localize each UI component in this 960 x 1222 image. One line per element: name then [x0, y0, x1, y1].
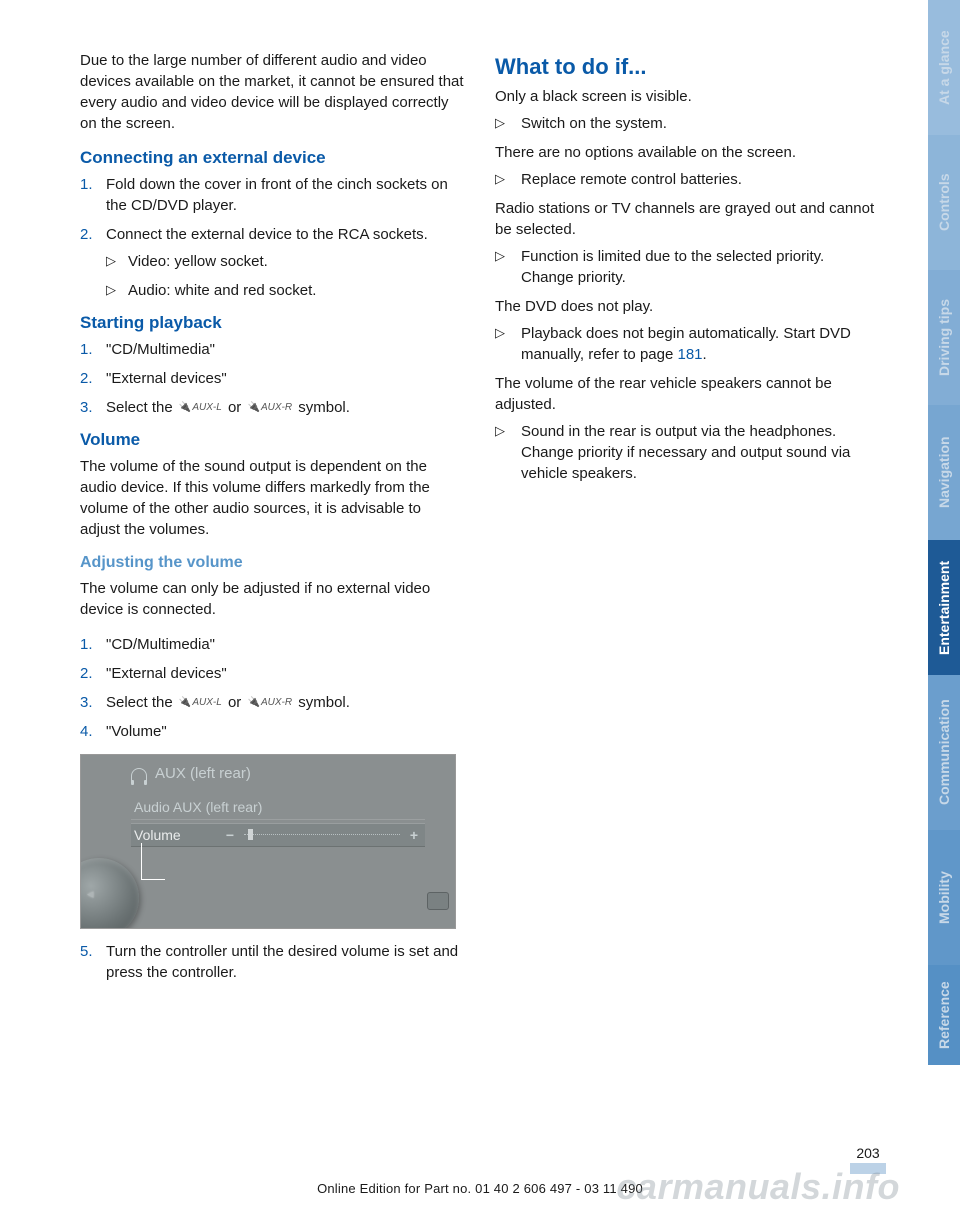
connecting-step-2: Connect the external device to the RCA s… — [80, 224, 465, 301]
sc-header: AUX (left rear) — [131, 765, 251, 782]
sidebar-tab-driving-tips[interactable]: Driving tips — [928, 270, 960, 405]
page-number: 203 — [848, 1145, 888, 1161]
remedy-2: Replace remote control batteries. — [495, 169, 880, 190]
remedy-2-item: Replace remote control batteries. — [495, 169, 880, 190]
sc-dial — [80, 858, 139, 929]
sc-callout-line — [141, 843, 142, 879]
adjusting-step-4: "Volume" — [80, 721, 465, 742]
connecting-list: Fold down the cover in front of the cinc… — [80, 174, 465, 301]
adjusting-list: "CD/Multimedia" "External devices" Selec… — [80, 634, 465, 742]
sc-right-slot — [427, 892, 449, 910]
sc-plus: + — [406, 827, 422, 843]
remedy-1: Switch on the system. — [495, 113, 880, 134]
footer-text: Online Edition for Part no. 01 40 2 606 … — [0, 1181, 960, 1196]
adjusting-step-2: "External devices" — [80, 663, 465, 684]
starting-step-3: Select the AUX-L or AUX-R symbol. — [80, 397, 465, 418]
adjusting-step-1: "CD/Multimedia" — [80, 634, 465, 655]
symptom-4: The DVD does not play. — [495, 296, 880, 317]
intro-paragraph: Due to the large number of different aud… — [80, 50, 465, 134]
headphone-icon — [131, 768, 147, 782]
starting-step-3c: symbol. — [294, 399, 350, 416]
connecting-sublist: Video: yellow socket. Audio: white and r… — [106, 251, 465, 301]
page-link-181[interactable]: 181 — [677, 346, 702, 363]
remedy-3-item: Function is limited due to the selected … — [495, 246, 880, 288]
sidebar-tab-controls[interactable]: Controls — [928, 135, 960, 270]
left-column: Due to the large number of different aud… — [80, 50, 465, 995]
sc-vol-label: Volume — [134, 827, 222, 843]
remedy-3: Function is limited due to the selected … — [495, 246, 880, 288]
adjusting-step-3a: Select the — [106, 694, 177, 711]
remedy-5: Sound in the rear is output via the head… — [495, 421, 880, 484]
remedy-5-item: Sound in the rear is output via the head… — [495, 421, 880, 484]
starting-step-2: "External devices" — [80, 368, 465, 389]
idrive-screenshot: AUX (left rear) Audio AUX (left rear) Vo… — [80, 754, 456, 929]
sub-video: Video: yellow socket. — [106, 251, 465, 272]
page-number-box: 203 — [848, 1145, 888, 1174]
sidebar-tab-mobility[interactable]: Mobility — [928, 830, 960, 965]
starting-step-3b: or — [224, 399, 246, 416]
starting-step-1: "CD/Multimedia" — [80, 339, 465, 360]
sc-track — [244, 834, 400, 836]
volume-body: The volume of the sound output is depend… — [80, 456, 465, 540]
adjusting-step-3c: symbol. — [294, 694, 350, 711]
remedy-4-item: Playback does not begin automatically. S… — [495, 323, 880, 365]
connecting-step-1: Fold down the cover in front of the cinc… — [80, 174, 465, 216]
sidebar-tab-reference[interactable]: Reference — [928, 965, 960, 1065]
symptom-5: The volume of the rear vehicle speakers … — [495, 373, 880, 415]
sidebar-tab-entertainment[interactable]: Entertainment — [928, 540, 960, 675]
content-area: Due to the large number of different aud… — [0, 0, 960, 995]
sc-header-text: AUX (left rear) — [155, 765, 251, 782]
sub-audio: Audio: white and red socket. — [106, 280, 465, 301]
what-to-do-title: What to do if... — [495, 54, 880, 80]
aux-r-icon-2: AUX-R — [247, 696, 292, 710]
page-number-bar — [850, 1163, 886, 1174]
adjusting-list-cont: Turn the controller until the desired vo… — [80, 941, 465, 983]
adjusting-intro: The volume can only be adjusted if no ex… — [80, 578, 465, 620]
aux-l-icon: AUX-L — [179, 401, 222, 415]
starting-step-3a: Select the — [106, 399, 177, 416]
right-column: What to do if... Only a black screen is … — [495, 50, 880, 995]
connecting-step-2-text: Connect the external device to the RCA s… — [106, 226, 428, 243]
sidebar-tab-communication[interactable]: Communication — [928, 675, 960, 830]
remedy-4: Playback does not begin automatically. S… — [495, 323, 880, 365]
sc-sub: Audio AUX (left rear) — [131, 795, 425, 820]
symptom-3: Radio stations or TV channels are grayed… — [495, 198, 880, 240]
connecting-title: Connecting an external device — [80, 148, 465, 168]
adjusting-step-3b: or — [224, 694, 246, 711]
aux-l-icon-2: AUX-L — [179, 696, 222, 710]
sc-minus: − — [222, 827, 238, 843]
sidebar-tab-navigation[interactable]: Navigation — [928, 405, 960, 540]
remedy-4c: . — [703, 346, 707, 363]
adjusting-step-3: Select the AUX-L or AUX-R symbol. — [80, 692, 465, 713]
symptom-1: Only a black screen is visible. — [495, 86, 880, 107]
adjusting-step-5: Turn the controller until the desired vo… — [80, 941, 465, 983]
starting-title: Starting playback — [80, 313, 465, 333]
symptom-2: There are no options available on the sc… — [495, 142, 880, 163]
adjusting-title: Adjusting the volume — [80, 554, 465, 572]
sc-handle — [248, 829, 253, 840]
starting-list: "CD/Multimedia" "External devices" Selec… — [80, 339, 465, 418]
sc-volume-row: Volume − + — [131, 823, 425, 847]
remedy-1-item: Switch on the system. — [495, 113, 880, 134]
volume-title: Volume — [80, 430, 465, 450]
sidebar-tabs: At a glanceControlsDriving tipsNavigatio… — [928, 0, 960, 1222]
sidebar-tab-at-a-glance[interactable]: At a glance — [928, 0, 960, 135]
aux-r-icon: AUX-R — [247, 401, 292, 415]
